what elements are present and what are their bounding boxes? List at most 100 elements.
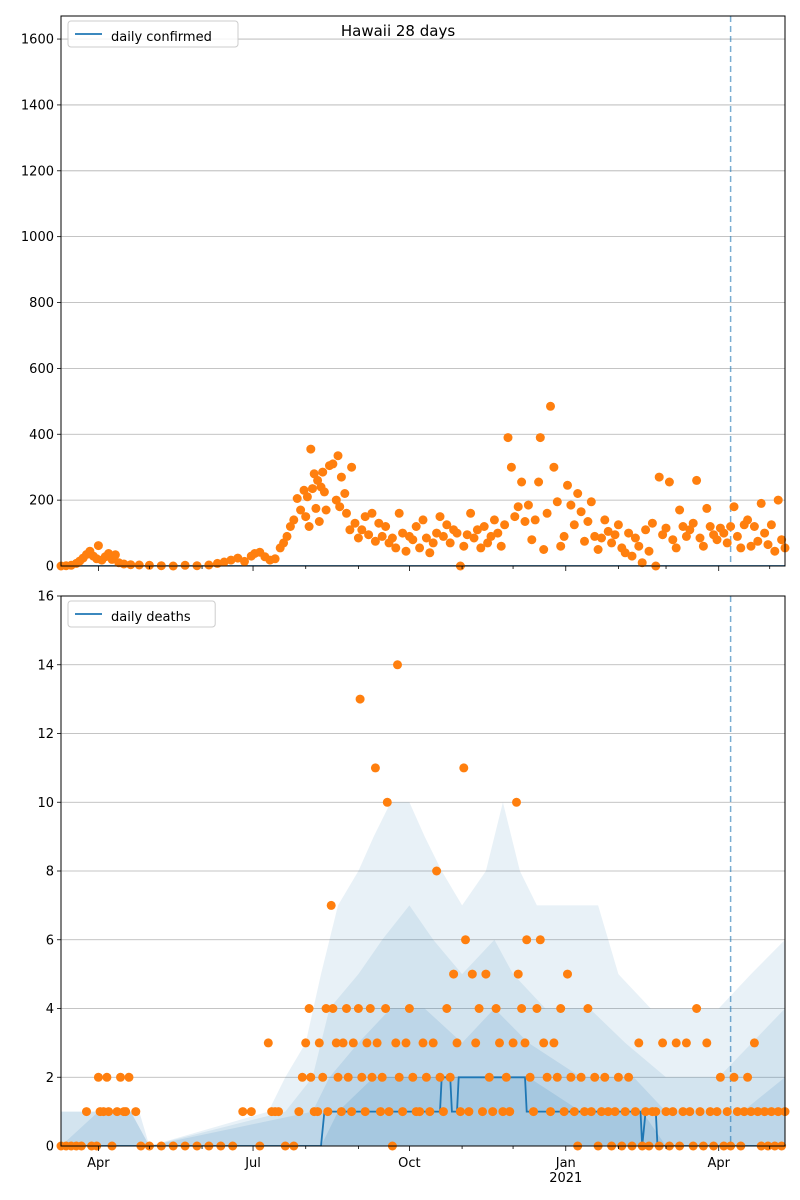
data-point [296, 505, 306, 515]
data-point [112, 1107, 122, 1117]
data-point [583, 1004, 593, 1013]
data-point [479, 522, 489, 531]
data-point [263, 1038, 273, 1048]
data-point [418, 1038, 428, 1048]
data-point [529, 1107, 538, 1117]
data-point [702, 1038, 712, 1048]
data-point [377, 531, 387, 541]
data-point [546, 1107, 555, 1117]
data-point [556, 541, 566, 551]
data-point [246, 1107, 256, 1117]
data-point [438, 1107, 448, 1117]
data-point [301, 512, 311, 522]
data-point [461, 935, 470, 945]
data-point [381, 522, 391, 531]
y-tick-label: 16 [37, 590, 54, 605]
data-point [381, 1004, 391, 1013]
data-point [345, 525, 355, 535]
data-point [365, 1004, 375, 1013]
data-point [607, 538, 617, 548]
data-point [311, 503, 321, 513]
data-point [600, 515, 610, 525]
data-point [510, 512, 520, 522]
data-point [336, 1107, 346, 1117]
data-point [442, 520, 452, 530]
data-point [620, 1107, 630, 1117]
data-point [500, 520, 510, 530]
data-point [685, 1107, 695, 1117]
data-point [563, 969, 572, 979]
data-point [671, 543, 681, 553]
data-point [576, 1072, 586, 1082]
data-point [712, 535, 722, 545]
data-point [314, 1038, 324, 1048]
uncertainty-band [61, 802, 785, 1146]
data-point [756, 498, 766, 508]
data-point [692, 475, 702, 485]
data-point [370, 763, 380, 773]
data-point [668, 535, 678, 545]
data-point [766, 520, 776, 530]
figure-suptitle: Hawaii 28 days [341, 22, 455, 40]
data-point [496, 541, 506, 551]
confirmed-panel: 0 200 400 600 800 1000 1200 1400 1600 daily confi… [21, 15, 790, 575]
data-point [603, 1107, 613, 1117]
data-point [722, 1107, 732, 1117]
x-tick-label: Jul [244, 1156, 261, 1171]
axes-frame [60, 15, 786, 567]
data-point [328, 1004, 338, 1013]
data-point [297, 1072, 307, 1082]
data-point [743, 1072, 753, 1082]
data-point [634, 1038, 644, 1048]
data-point [393, 660, 402, 670]
data-point [586, 1107, 596, 1117]
y-tick-label: 1400 [21, 98, 54, 113]
data-point [233, 553, 243, 563]
axes-frame [60, 595, 786, 1147]
data-point [637, 558, 647, 568]
data-point [104, 1107, 114, 1117]
data-point [542, 1072, 552, 1082]
data-point [552, 497, 562, 507]
data-point [116, 1072, 125, 1082]
data-point [374, 518, 384, 528]
data-point [593, 545, 603, 554]
data-point [318, 1072, 328, 1082]
data-point [732, 531, 742, 541]
data-point [763, 540, 773, 550]
data-point [401, 1038, 411, 1048]
y-tick-label: 1600 [21, 33, 54, 48]
y-tick-label: 400 [29, 428, 54, 443]
data-point [421, 533, 431, 543]
data-point [651, 1107, 661, 1117]
data-point [749, 522, 759, 531]
data-point [180, 560, 190, 570]
data-point [326, 900, 336, 910]
data-point [692, 1004, 702, 1013]
data-point [452, 1038, 462, 1048]
data-point [466, 508, 476, 518]
data-point [695, 1107, 705, 1117]
data-point [743, 515, 753, 525]
data-point [719, 528, 729, 538]
data-point [328, 459, 338, 469]
data-point [459, 763, 469, 773]
data-point [777, 535, 787, 545]
scatter-points [56, 401, 790, 571]
data-point [603, 526, 613, 536]
data-point [675, 505, 685, 515]
data-point [126, 560, 136, 570]
data-point [331, 1038, 341, 1048]
data-point [556, 1004, 566, 1013]
data-point [121, 1107, 131, 1117]
data-point [486, 531, 496, 541]
data-point [753, 1107, 763, 1117]
data-point [347, 462, 357, 472]
data-point [333, 1072, 343, 1082]
data-point [624, 1072, 634, 1082]
data-point [535, 433, 545, 443]
data-point [563, 480, 572, 490]
data-point [432, 528, 442, 538]
x-tick-label: Apr [87, 1156, 110, 1171]
data-point [364, 530, 374, 540]
